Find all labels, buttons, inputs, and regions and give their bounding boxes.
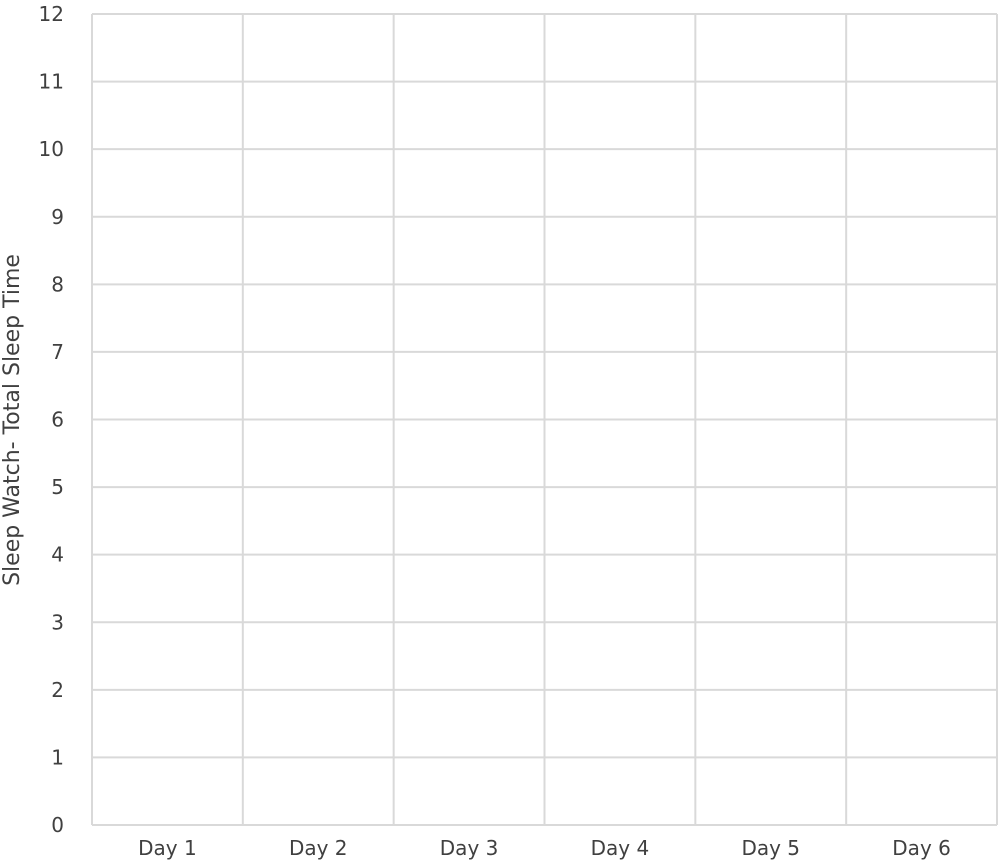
y-tick-label: 1 [51,745,64,769]
y-tick-label: 11 [39,70,64,94]
y-tick-label: 12 [39,2,64,26]
x-tick-label: Day 2 [289,836,348,860]
y-tick-label: 6 [51,408,64,432]
y-tick-label: 0 [51,813,64,837]
y-tick-label: 4 [51,543,64,567]
y-tick-label: 10 [39,137,64,161]
x-tick-label: Day 5 [741,836,800,860]
x-tick-label: Day 4 [591,836,650,860]
grid-lines [91,13,998,826]
y-tick-label: 3 [51,610,64,634]
y-tick-label: 9 [51,205,64,229]
y-tick-label: 8 [51,272,64,296]
y-tick-label: 7 [51,340,64,364]
y-axis-label: Sleep Watch- Total Sleep Time [0,254,25,586]
y-tick-label: 2 [51,678,64,702]
x-tick-label: Day 1 [138,836,197,860]
x-axis-ticks: Day 1 Day 2 Day 3 Day 4 Day 5 Day 6 [138,836,951,860]
x-tick-label: Day 3 [440,836,499,860]
y-tick-label: 5 [51,475,64,499]
x-tick-label: Day 6 [892,836,951,860]
